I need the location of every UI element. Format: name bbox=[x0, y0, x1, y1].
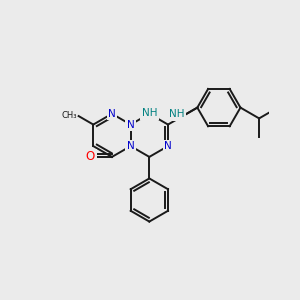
Text: N: N bbox=[127, 119, 134, 130]
Text: CH₃: CH₃ bbox=[61, 111, 77, 120]
Text: N: N bbox=[164, 141, 172, 151]
Text: N: N bbox=[108, 109, 116, 119]
Text: N: N bbox=[127, 141, 134, 151]
Text: NH: NH bbox=[169, 109, 184, 119]
Text: NH: NH bbox=[142, 108, 157, 118]
Text: O: O bbox=[86, 150, 95, 164]
